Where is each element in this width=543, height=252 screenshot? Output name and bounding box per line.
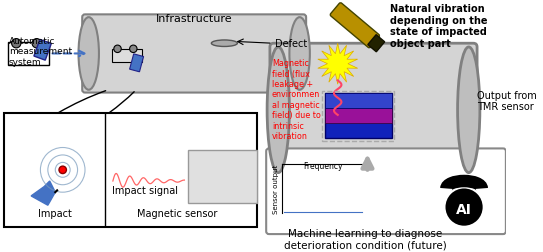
Circle shape bbox=[114, 46, 121, 53]
FancyBboxPatch shape bbox=[325, 109, 392, 123]
FancyBboxPatch shape bbox=[112, 50, 142, 62]
Circle shape bbox=[32, 39, 41, 49]
Text: Sensor output: Sensor output bbox=[273, 164, 280, 213]
Text: Output from
TMR sensor: Output from TMR sensor bbox=[477, 90, 537, 112]
Ellipse shape bbox=[458, 48, 480, 173]
Ellipse shape bbox=[79, 18, 99, 90]
Polygon shape bbox=[31, 181, 55, 205]
Text: Magnetic sensor: Magnetic sensor bbox=[137, 208, 217, 218]
Ellipse shape bbox=[267, 48, 289, 173]
FancyBboxPatch shape bbox=[8, 43, 49, 65]
Ellipse shape bbox=[289, 18, 310, 90]
Text: Frequency: Frequency bbox=[303, 161, 343, 170]
Circle shape bbox=[59, 167, 66, 174]
FancyBboxPatch shape bbox=[130, 55, 143, 73]
Text: Machine learning to diagnose
deterioration condition (future): Machine learning to diagnose deteriorati… bbox=[284, 228, 447, 249]
FancyBboxPatch shape bbox=[4, 114, 257, 227]
FancyBboxPatch shape bbox=[325, 94, 392, 108]
Text: Automatic
measurement
system: Automatic measurement system bbox=[9, 37, 72, 66]
FancyBboxPatch shape bbox=[368, 36, 384, 53]
Text: Impact signal: Impact signal bbox=[112, 185, 178, 195]
Text: Natural vibration
depending on the
state of impacted
object part: Natural vibration depending on the state… bbox=[390, 4, 487, 49]
FancyBboxPatch shape bbox=[270, 44, 477, 177]
Circle shape bbox=[11, 39, 21, 49]
Text: AI: AI bbox=[456, 202, 472, 216]
FancyBboxPatch shape bbox=[325, 94, 392, 139]
Text: Magnetic
field (flux
leakage +
environmen
al magnetic
field) due to
intrinsic
vi: Magnetic field (flux leakage + environme… bbox=[272, 59, 320, 140]
Text: Defect: Defect bbox=[275, 39, 307, 49]
FancyBboxPatch shape bbox=[34, 40, 51, 61]
Text: Impact: Impact bbox=[39, 208, 72, 218]
FancyBboxPatch shape bbox=[330, 4, 380, 49]
FancyBboxPatch shape bbox=[82, 15, 306, 93]
Text: Infrastructure: Infrastructure bbox=[156, 14, 232, 24]
Ellipse shape bbox=[211, 41, 237, 47]
Circle shape bbox=[445, 189, 483, 226]
Polygon shape bbox=[318, 44, 358, 85]
FancyBboxPatch shape bbox=[266, 149, 506, 234]
FancyBboxPatch shape bbox=[188, 151, 257, 204]
Circle shape bbox=[130, 46, 137, 53]
